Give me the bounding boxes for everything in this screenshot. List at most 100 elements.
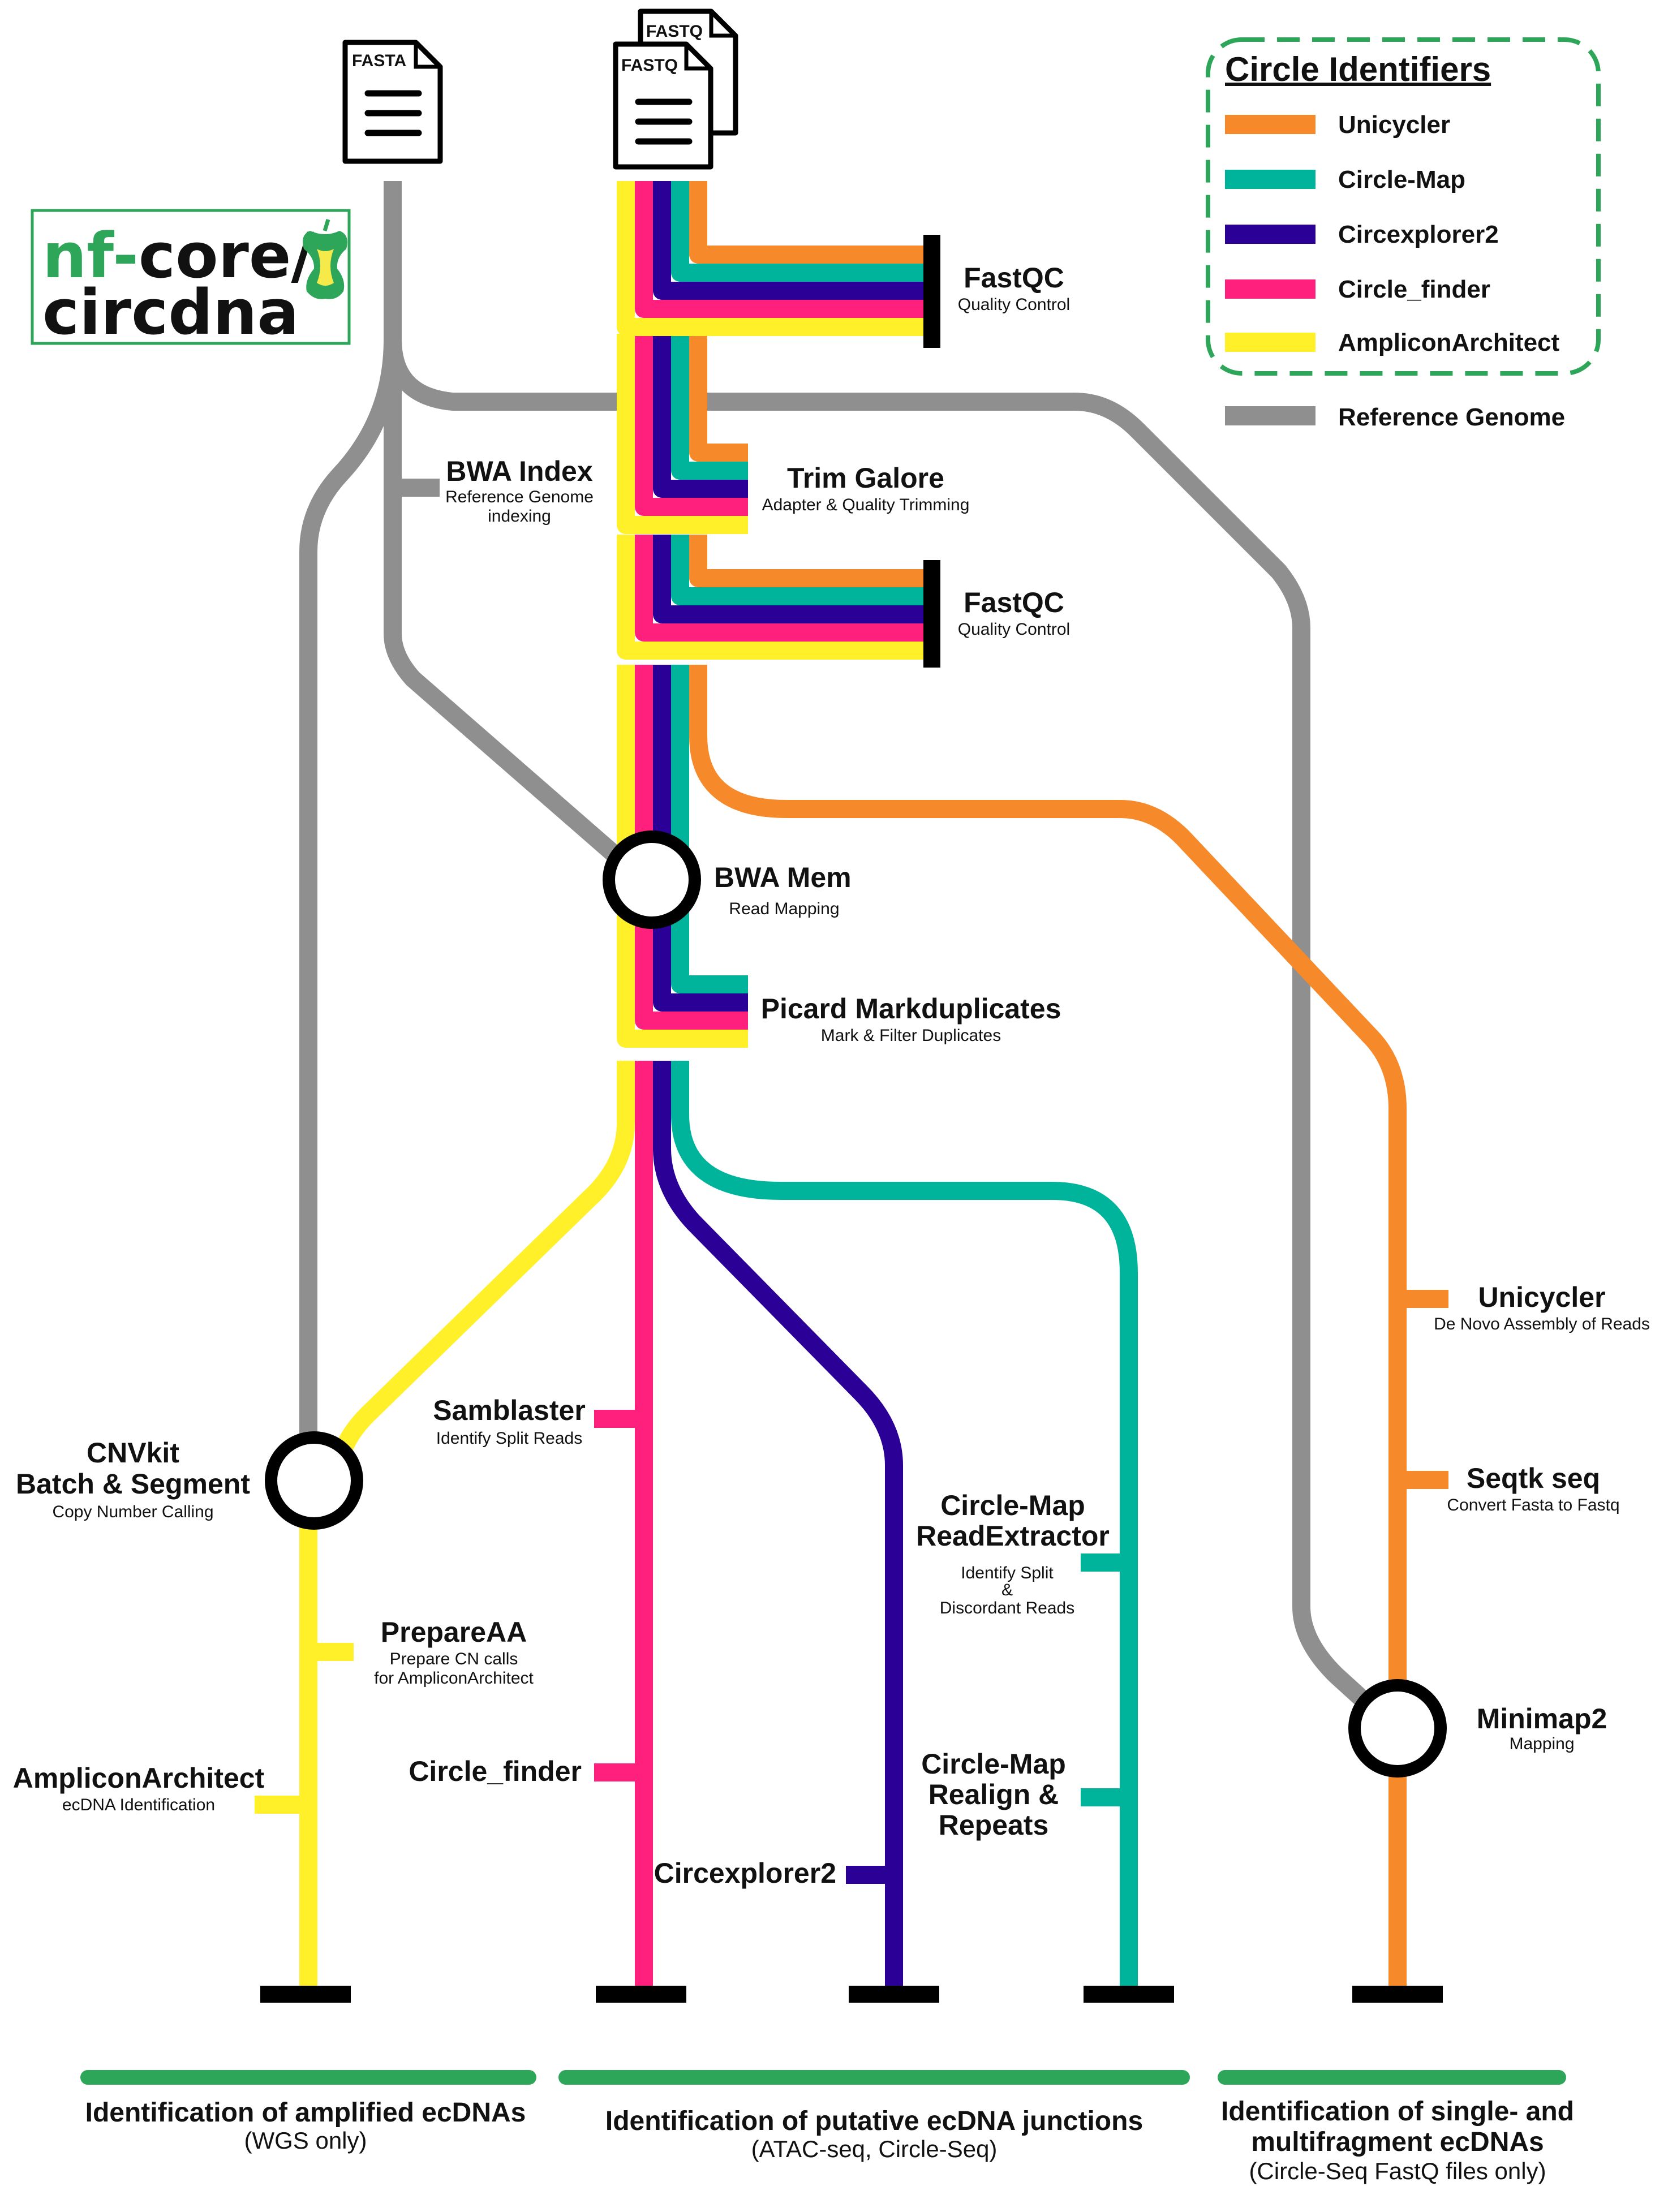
svg-text:Trim Galore: Trim Galore (787, 462, 944, 494)
apple-core-icon (303, 218, 347, 299)
unicycler-line-main (689, 665, 1407, 1991)
svg-text:Unicycler: Unicycler (1478, 1281, 1605, 1313)
svg-text:Discordant Reads: Discordant Reads (940, 1599, 1074, 1617)
svg-text:Identify Split Reads: Identify Split Reads (436, 1429, 582, 1448)
step-fastqc1: FastQC Quality Control (958, 262, 1070, 314)
svg-text:Samblaster: Samblaster (433, 1395, 586, 1426)
legend-title: Circle Identifiers (1225, 50, 1491, 88)
svg-text:indexing: indexing (488, 507, 551, 526)
step-circlemap-realign: Circle-Map Realign & Repeats (921, 1748, 1066, 1841)
svg-text:De Novo Assembly of Reads: De Novo Assembly of Reads (1434, 1315, 1650, 1333)
svg-text:Seqtk seq: Seqtk seq (1467, 1462, 1600, 1494)
step-circle-finder: Circle_finder (409, 1755, 582, 1787)
stations (265, 830, 1447, 1778)
svg-text:Quality Control: Quality Control (958, 295, 1070, 314)
logo-circdna: circdna (42, 276, 299, 348)
reference-genome-line (299, 181, 1373, 1710)
fastq-label-back: FASTQ (646, 22, 703, 41)
legend-item-circlemap: Circle-Map (1338, 166, 1465, 193)
svg-text:Adapter & Quality Trimming: Adapter & Quality Trimming (762, 496, 970, 514)
legend: Circle Identifiers Unicycler Circle-Map … (1206, 37, 1601, 431)
circexplorer2-line-lower (653, 1061, 903, 1991)
svg-text:Circle_finder: Circle_finder (409, 1755, 582, 1787)
end-stop-circle-finder (596, 1986, 686, 2003)
svg-text:Repeats: Repeats (939, 1809, 1049, 1841)
svg-text:BWA Index: BWA Index (446, 455, 592, 487)
svg-text:Mark & Filter Duplicates: Mark & Filter Duplicates (821, 1026, 1001, 1045)
circlemap-line-qc2 (671, 535, 928, 605)
svg-text:Circle-Map: Circle-Map (921, 1748, 1066, 1780)
legend-box (1206, 37, 1601, 376)
svg-text:Read Mapping: Read Mapping (729, 900, 839, 918)
bwa-mem-station (603, 830, 701, 929)
svg-text:multifragment ecDNAs: multifragment ecDNAs (1251, 2127, 1544, 2157)
end-stop-amplified (260, 1986, 351, 2003)
svg-text:&: & (1001, 1581, 1013, 1599)
svg-text:(WGS only): (WGS only) (244, 2127, 367, 2154)
step-trim-galore: Trim Galore Adapter & Quality Trimming (762, 462, 970, 514)
svg-text:Realign &: Realign & (928, 1779, 1059, 1810)
ampliconarchitect-line-qc2 (617, 535, 928, 660)
step-bwa-index: BWA Index Reference Genome indexing (445, 455, 594, 526)
legend-swatch-unicycler (1225, 115, 1316, 134)
step-picard: Picard Markduplicates Mark & Filter Dupl… (761, 993, 1061, 1045)
svg-text:nf-core/: nf-core/ (42, 220, 315, 292)
svg-text:Circle-Map: Circle-Map (940, 1490, 1085, 1521)
svg-text:FastQC: FastQC (964, 262, 1064, 294)
step-prepareaa: PrepareAA Prepare CN calls for AmpliconA… (374, 1616, 534, 1688)
minimap2-station (1348, 1679, 1447, 1778)
step-samblaster: Samblaster Identify Split Reads (433, 1395, 586, 1448)
legend-swatch-circexplorer2 (1225, 225, 1316, 244)
legend-item-reference: Reference Genome (1338, 403, 1565, 431)
ampliconarchitect-line (617, 181, 928, 336)
circexplorer2-line-trim (653, 334, 748, 498)
section-fragments: Identification of single- and multifragm… (1218, 2070, 1574, 2184)
circle-finder-line-main (635, 665, 748, 1030)
step-minimap2: Minimap2 Mapping (1477, 1703, 1607, 1753)
end-stop-circlemap (1084, 1986, 1174, 2003)
svg-text:AmpliconArchitect: AmpliconArchitect (13, 1762, 265, 1794)
step-bwa-mem: BWA Mem Read Mapping (714, 862, 852, 918)
unicycler-line (689, 181, 928, 264)
section-junctions: Identification of putative ecDNA junctio… (558, 2070, 1190, 2162)
svg-text:Identify Split: Identify Split (961, 1564, 1054, 1582)
step-circexplorer2: Circexplorer2 (654, 1857, 836, 1889)
svg-text:Minimap2: Minimap2 (1477, 1703, 1607, 1735)
step-seqtk: Seqtk seq Convert Fasta to Fastq (1447, 1462, 1619, 1514)
svg-text:Identification of amplified ec: Identification of amplified ecDNAs (85, 2098, 526, 2128)
step-cnvkit: CNVkit Batch & Segment Copy Number Calli… (16, 1437, 250, 1521)
svg-text:ecDNA Identification: ecDNA Identification (62, 1796, 215, 1814)
legend-item-circle-finder: Circle_finder (1338, 276, 1490, 303)
step-fastqc2: FastQC Quality Control (958, 587, 1070, 639)
svg-text:Batch & Segment: Batch & Segment (16, 1468, 250, 1500)
end-stop-unicycler (1352, 1986, 1443, 2003)
logo-core: core/ (139, 220, 315, 292)
circlemap-line-lower (671, 1061, 1138, 1991)
fasta-label: FASTA (352, 51, 406, 70)
svg-text:PrepareAA: PrepareAA (381, 1616, 527, 1648)
fastqc1-stop (923, 235, 940, 348)
ampliconarchitect-line-main (617, 665, 748, 1048)
svg-text:Identification of putative ecD: Identification of putative ecDNA junctio… (605, 2106, 1143, 2136)
legend-swatch-circlemap (1225, 170, 1316, 189)
circexplorer2-line-main (653, 665, 748, 1012)
circlemap-line-trim (671, 334, 748, 480)
ampliconarchitect-line-trim (617, 334, 748, 534)
end-stop-circexplorer2 (849, 1986, 939, 2003)
unicycler-line-trim (689, 334, 748, 462)
legend-swatch-ampliconarchitect (1225, 333, 1316, 352)
circlemap-line-main (671, 665, 748, 993)
svg-text:Mapping: Mapping (1509, 1735, 1574, 1753)
fastq-label-front: FASTQ (621, 56, 678, 75)
svg-text:Prepare CN calls: Prepare CN calls (390, 1650, 518, 1668)
svg-text:Reference Genome: Reference Genome (445, 488, 594, 506)
circlemap-line (671, 181, 928, 282)
legend-item-circexplorer2: Circexplorer2 (1338, 221, 1499, 248)
svg-text:Circexplorer2: Circexplorer2 (654, 1857, 836, 1889)
step-unicycler: Unicycler De Novo Assembly of Reads (1434, 1281, 1650, 1333)
step-circlemap-readextractor: Circle-Map ReadExtractor Identify Split … (916, 1490, 1110, 1617)
circle-finder-line-qc2 (635, 535, 928, 642)
nf-core-logo: nf-core/ circdna (31, 209, 351, 348)
circle-finder-line (635, 181, 928, 318)
